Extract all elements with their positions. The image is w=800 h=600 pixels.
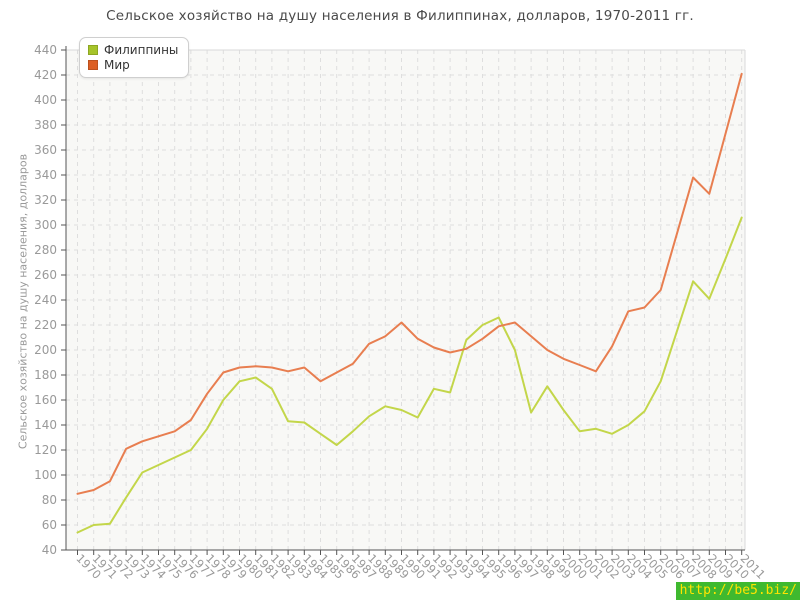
y-tick-label: 300 [34, 218, 57, 232]
legend: Филиппины Мир [79, 37, 190, 78]
y-tick-label: 240 [34, 293, 57, 307]
y-tick-label: 340 [34, 168, 57, 182]
legend-swatch-icon [88, 45, 98, 55]
series-line-world [76, 72, 743, 495]
legend-swatch-icon [88, 60, 98, 70]
y-tick-label: 180 [34, 368, 57, 382]
y-tick-label: 200 [34, 343, 57, 357]
y-tick-label: 220 [34, 318, 57, 332]
series-line-philippines [76, 216, 743, 534]
legend-entry: Мир [88, 58, 178, 72]
y-tick-label: 280 [34, 243, 57, 257]
chart-title: Сельское хозяйство на душу населения в Ф… [106, 8, 694, 24]
y-tick-label: 40 [42, 543, 57, 557]
y-tick-label: 320 [34, 193, 57, 207]
y-tick-label: 380 [34, 118, 57, 132]
y-tick-label: 60 [42, 518, 57, 532]
y-tick-label: 100 [34, 468, 57, 482]
y-tick-label: 80 [42, 493, 57, 507]
y-tick-label: 420 [34, 68, 57, 82]
y-tick-label: 160 [34, 393, 57, 407]
y-tick-label: 360 [34, 143, 57, 157]
legend-label: Филиппины [104, 43, 179, 57]
legend-entry: Филиппины [88, 43, 178, 57]
watermark-link[interactable]: http://be5.biz/ [675, 582, 800, 600]
y-tick-label: 260 [34, 268, 57, 282]
y-tick-label: 400 [34, 93, 57, 107]
y-tick-label: 440 [34, 43, 57, 57]
legend-label: Мир [104, 58, 130, 72]
y-tick-label: 120 [34, 443, 57, 457]
y-tick-label: 140 [34, 418, 57, 432]
